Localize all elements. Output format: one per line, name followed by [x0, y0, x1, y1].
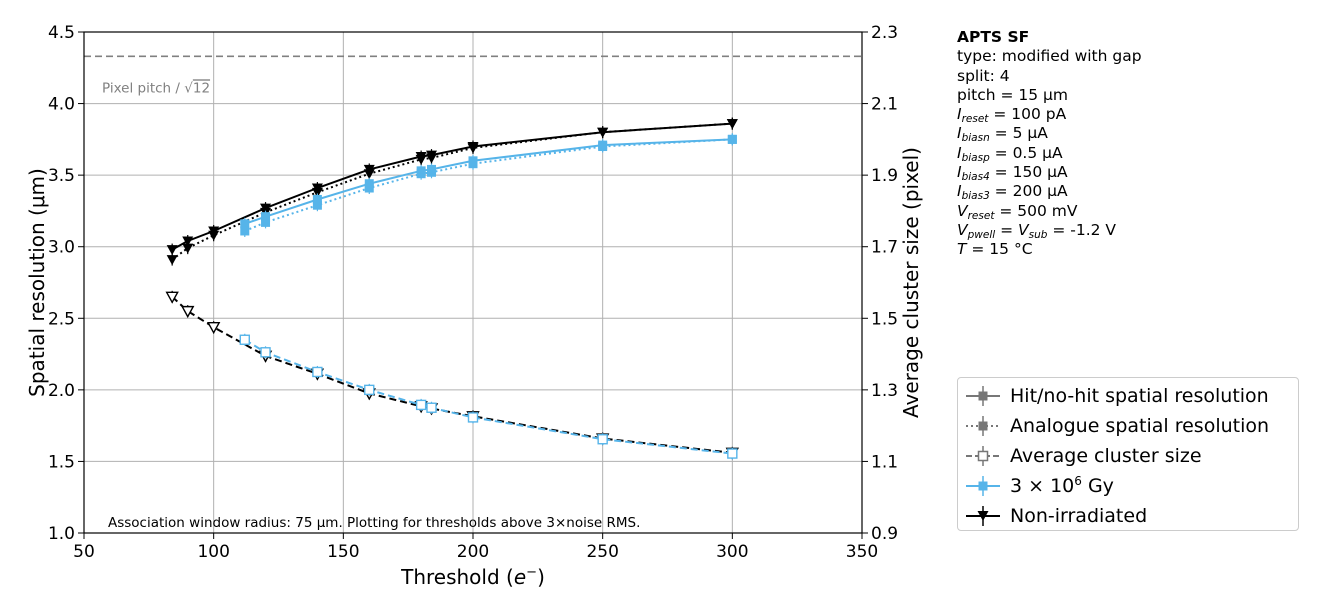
legend-item-hitnohit: Hit/no-hit spatial resolution — [966, 381, 1269, 411]
y-left-tick-label: 4.0 — [48, 95, 75, 115]
data-point — [240, 219, 250, 229]
data-point — [364, 183, 374, 193]
x-tick-label: 50 — [73, 542, 95, 562]
data-point — [363, 169, 375, 180]
pixel-pitch-label: Pixel pitch / √12 — [102, 80, 210, 96]
x-tick-label: 350 — [846, 542, 878, 562]
info-pitch: pitch = 15 µm — [957, 85, 1069, 104]
legend-label: Hit/no-hit spatial resolution — [1010, 385, 1269, 407]
data-point — [727, 134, 737, 144]
info-type: type: modified with gap — [957, 47, 1142, 66]
legend-label: Analogue spatial resolution — [1010, 415, 1270, 437]
info-split: split: 4 — [957, 66, 1010, 85]
y-left-tick-label: 3.0 — [48, 238, 75, 258]
data-point — [468, 159, 478, 169]
data-point — [239, 334, 250, 345]
y-left-tick-label: 4.5 — [48, 23, 75, 43]
y-right-tick-label: 2.1 — [871, 95, 898, 115]
data-point — [597, 127, 609, 138]
data-point — [426, 153, 438, 164]
info-param: Vreset = 500 mV — [957, 201, 1078, 222]
data-point — [467, 412, 479, 423]
legend-square-marker-icon — [966, 476, 1000, 496]
x-tick-label: 200 — [457, 542, 489, 562]
y-right-tick-label: 0.9 — [871, 524, 898, 544]
axes: 50 100 150 200 250 300 350 1.0 1.5 2.0 2.5 3.0 3.5 4.… — [48, 23, 898, 562]
info-param: Ibiasn = 5 µA — [957, 124, 1048, 145]
y-left-tick-label: 2.0 — [48, 381, 75, 401]
y-right-tick-label: 1.5 — [871, 309, 898, 329]
data-point — [206, 322, 221, 335]
data-point — [182, 243, 194, 254]
parameter-info-box: APTS SF type: modified with gap split: 4… — [957, 28, 1142, 260]
info-param: Ireset = 100 pA — [957, 105, 1067, 126]
series-line — [171, 296, 733, 454]
data-point — [312, 366, 323, 378]
data-point — [208, 230, 220, 241]
info-param: Ibias3 = 200 µA — [957, 182, 1068, 203]
data-point — [240, 226, 250, 236]
data-point — [415, 399, 427, 411]
legend-item-nonirradiated: Non-irradiated — [966, 501, 1147, 531]
info-title: APTS SF — [957, 28, 1030, 46]
y-right-tick-label: 1.1 — [871, 452, 898, 472]
data-point — [597, 434, 608, 445]
y-right-tick-label: 1.9 — [871, 166, 898, 186]
data-point — [415, 154, 427, 165]
info-param: Ibias4 = 150 µA — [957, 163, 1068, 184]
legend-solid-line-icon — [966, 386, 1000, 406]
y-axis-left-label: Spatial resolution (μm) — [25, 168, 49, 397]
y-right-tick-label: 2.3 — [871, 23, 898, 43]
y-left-tick-label: 2.5 — [48, 309, 75, 329]
x-axis-label: Threshold (e−) — [400, 565, 545, 589]
data-point — [312, 200, 322, 210]
data-point — [260, 347, 271, 358]
data-point — [165, 291, 179, 304]
data-point — [261, 217, 271, 227]
x-tick-label: 250 — [586, 542, 618, 562]
info-param: Ibiasp = 0.5 µA — [957, 143, 1063, 164]
data-point — [166, 255, 178, 266]
x-tick-label: 100 — [197, 542, 229, 562]
data-point — [416, 169, 426, 179]
legend-label: Non-irradiated — [1010, 505, 1148, 527]
legend: Hit/no-hit spatial resolution Analogue s… — [957, 377, 1299, 531]
data-point — [426, 402, 437, 413]
legend-label: Average cluster size — [1010, 445, 1202, 467]
series-layer — [165, 117, 740, 460]
data-point — [598, 142, 608, 152]
grid — [83, 31, 863, 534]
data-point — [727, 448, 738, 459]
y-left-tick-label: 1.5 — [48, 452, 75, 472]
legend-item-clustersize: Average cluster size — [966, 441, 1202, 471]
series-line — [244, 338, 733, 455]
legend-dashed-line-icon — [966, 446, 1000, 466]
data-point — [364, 384, 375, 396]
data-point — [427, 167, 437, 177]
y-right-tick-label: 1.7 — [871, 238, 898, 258]
legend-item-irradiated: 3 × 106 Gy — [966, 471, 1114, 501]
data-point — [166, 245, 178, 256]
data-point — [726, 119, 738, 130]
y-right-tick-label: 1.3 — [871, 381, 898, 401]
data-point — [182, 236, 194, 247]
y-left-tick-label: 3.5 — [48, 166, 75, 186]
data-point — [467, 143, 479, 154]
legend-label: 3 × 106 Gy — [1010, 474, 1114, 497]
legend-item-analogue: Analogue spatial resolution — [966, 411, 1269, 441]
y-left-tick-label: 1.0 — [48, 524, 75, 544]
x-tick-label: 300 — [716, 542, 748, 562]
y-axis-right-label: Average cluster size (pixel) — [899, 147, 923, 418]
footnote: Association window radius: 75 µm. Plotti… — [108, 515, 640, 531]
data-point — [181, 305, 195, 319]
info-temperature: T = 15 °C — [957, 240, 1033, 259]
info-vpwell: Vpwell = Vsub = -1.2 V — [957, 220, 1117, 241]
data-point — [311, 187, 323, 198]
legend-dotted-line-icon — [966, 416, 1000, 436]
x-tick-label: 150 — [327, 542, 359, 562]
legend-triangle-marker-icon — [966, 506, 1000, 526]
